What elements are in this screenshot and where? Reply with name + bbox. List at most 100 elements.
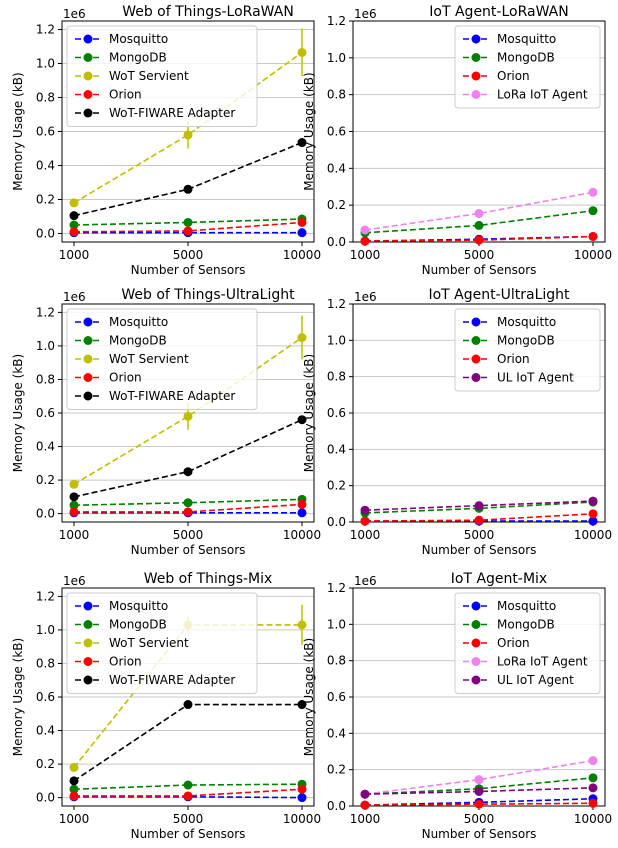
data-point (183, 130, 193, 140)
x-tick-label: 10000 (574, 528, 612, 542)
data-point (297, 415, 307, 425)
legend: Mosquitto MongoDB Orion LoRa IoT Agent (454, 25, 601, 109)
x-tick-label: 5000 (464, 528, 495, 542)
scale-label: 1e6 (63, 290, 86, 304)
chart-panel-5: 0.0 0.2 0.4 0.6 0.8 1.0 1.2 1000 5000 10000 Number… (11, 571, 321, 841)
y-tick-label: 0.4 (327, 726, 346, 740)
series-line (73, 141, 303, 217)
data-point (69, 492, 79, 502)
x-tick-label: 1000 (350, 528, 381, 542)
data-point (588, 496, 598, 506)
legend-entry: Orion (497, 636, 530, 650)
data-point (183, 780, 193, 790)
legend-entry: WoT Servient (109, 69, 189, 83)
data-point (297, 138, 307, 148)
y-tick-label: 0.2 (327, 763, 346, 777)
legend-entry: MongoDB (497, 51, 555, 65)
y-tick-label: 0.2 (327, 479, 346, 493)
y-tick-label: 0.4 (36, 159, 55, 173)
legend-entry: Mosquitto (109, 599, 168, 613)
legend-entry: Orion (497, 69, 530, 83)
x-tick-label: 5000 (173, 812, 204, 826)
y-tick-label: 0.6 (36, 125, 55, 139)
data-point (474, 235, 484, 245)
legend-box (66, 25, 258, 127)
x-axis-label: Number of Sensors (131, 263, 246, 277)
legend-swatch-marker (83, 317, 93, 327)
legend-entry: Orion (497, 352, 530, 366)
legend-swatch-marker (83, 53, 93, 62)
legend-entry: Orion (109, 655, 142, 669)
chart-title: IoT Agent-Mix (451, 571, 547, 587)
legend-swatch-marker (471, 34, 481, 44)
x-tick-label: 10000 (283, 248, 321, 262)
data-point (297, 47, 307, 57)
y-tick-label: 0.2 (36, 473, 55, 487)
data-point (588, 773, 598, 783)
scale-label: 1e6 (63, 574, 86, 588)
series-line (73, 221, 303, 233)
y-tick-label: 1.0 (36, 57, 55, 71)
data-point (297, 793, 307, 803)
legend-swatch-marker (471, 90, 481, 99)
y-tick-label: 0.2 (36, 193, 55, 207)
data-point (69, 784, 79, 794)
legend-swatch-marker (83, 108, 93, 118)
y-tick-label: 0.0 (36, 227, 55, 241)
y-tick-label: 0.0 (36, 507, 55, 521)
x-tick-label: 1000 (59, 248, 90, 262)
y-tick-label: 1.2 (36, 305, 55, 319)
data-point (69, 220, 79, 230)
legend: Mosquitto MongoDB WoT Servient Orion WoT-FIW… (66, 308, 258, 410)
series-line (73, 783, 303, 791)
x-tick-label: 1000 (350, 248, 381, 262)
data-point (588, 516, 598, 526)
chart-title: IoT Agent-LoRaWAN (429, 4, 568, 20)
legend-entry: WoT-FIWARE Adapter (109, 673, 235, 687)
chart-panel-1: 0.0 0.2 0.4 0.6 0.8 1.0 1.2 1000 5000 10000 Number… (11, 4, 321, 277)
legend-entry: UL IoT Agent (497, 371, 574, 385)
chart-panel-2: 0.0 0.2 0.4 0.6 0.8 1.0 1.2 1000 5000 10000 Number… (302, 4, 612, 277)
data-point (69, 198, 79, 208)
legend-swatch-marker (83, 601, 93, 611)
x-tick-label: 5000 (464, 812, 495, 826)
x-tick-label: 10000 (574, 248, 612, 262)
data-point (474, 220, 484, 230)
legend-swatch-marker (471, 675, 481, 685)
x-axis-label: Number of Sensors (422, 543, 537, 557)
y-tick-label: 0.4 (327, 161, 346, 175)
legend-entry: WoT-FIWARE Adapter (109, 106, 235, 120)
data-point (69, 211, 79, 221)
y-tick-label: 0.4 (327, 442, 346, 456)
legend-entry: UL IoT Agent (497, 673, 574, 687)
legend-entry: MongoDB (109, 51, 167, 65)
legend-swatch-marker (83, 373, 93, 382)
legend-swatch-marker (471, 53, 481, 62)
legend-swatch-marker (471, 620, 481, 629)
data-point (69, 762, 79, 772)
chart-title: IoT Agent-UltraLight (428, 287, 570, 303)
data-point (183, 217, 193, 227)
legend-entry: LoRa IoT Agent (497, 88, 588, 102)
legend-entry: WoT Servient (109, 352, 189, 366)
series-line (364, 235, 594, 242)
x-tick-label: 1000 (59, 528, 90, 542)
legend-entry: Orion (109, 371, 142, 385)
data-point (69, 500, 79, 510)
scale-label: 1e6 (354, 290, 377, 304)
y-axis-label: Memory Usage (kB) (11, 72, 25, 190)
y-tick-label: 0.6 (327, 406, 346, 420)
series-line (364, 802, 594, 806)
data-point (588, 231, 598, 241)
data-point (588, 783, 598, 793)
y-tick-label: 1.2 (36, 589, 55, 603)
scale-label: 1e6 (63, 7, 86, 21)
legend-swatch-marker (471, 71, 481, 81)
y-tick-label: 1.2 (36, 23, 55, 37)
legend-swatch-marker (83, 391, 93, 401)
y-tick-label: 1.0 (327, 333, 346, 347)
y-tick-label: 0.8 (327, 88, 346, 102)
x-axis-label: Number of Sensors (131, 827, 246, 841)
series-line (364, 777, 594, 795)
